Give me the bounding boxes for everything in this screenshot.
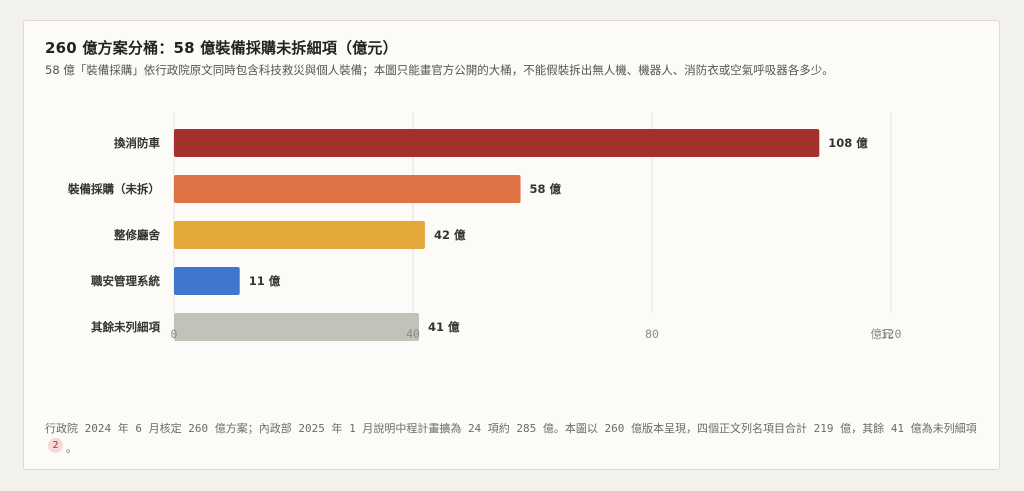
data-label: 58 億 (530, 182, 562, 196)
x-tick-label: 80 (645, 327, 659, 341)
data-label: 41 億 (428, 320, 460, 334)
x-tick-label: 120 (881, 327, 902, 341)
category-label: 職安管理系統 (91, 274, 160, 288)
data-label: 11 億 (249, 274, 281, 288)
bar[interactable] (174, 313, 419, 341)
chart-title: 260 億方案分桶：58 億裝備採購未拆細項（億元） (45, 39, 398, 57)
x-axis-unit: 億元 (871, 327, 894, 341)
footnote-ref-badge[interactable]: 2 (48, 438, 63, 453)
bar[interactable] (174, 129, 820, 157)
category-label: 換消防車 (114, 136, 160, 150)
x-tick-label: 40 (406, 327, 420, 341)
footnote-tail: 。 (66, 442, 77, 455)
chart-card: 260 億方案分桶：58 億裝備採購未拆細項（億元） 58 億「裝備採購」依行政… (23, 20, 1000, 470)
data-label: 42 億 (434, 228, 466, 242)
footnote: 行政院 2024 年 6 月核定 260 億方案；內政部 2025 年 1 月說… (45, 419, 980, 458)
bar[interactable] (174, 267, 240, 295)
chart-subtitle: 58 億「裝備採購」依行政院原文同時包含科技救災與個人裝備；本圖只能畫官方公開的… (45, 63, 834, 77)
bar[interactable] (174, 221, 425, 249)
footnote-text: 行政院 2024 年 6 月核定 260 億方案；內政部 2025 年 1 月說… (45, 422, 977, 435)
category-label: 整修廳舍 (113, 228, 160, 242)
category-label: 裝備採購（未拆） (67, 182, 160, 196)
bar[interactable] (174, 175, 521, 203)
category-label: 其餘未列細項 (91, 320, 160, 334)
x-tick-label: 0 (171, 327, 178, 341)
data-label: 108 億 (828, 136, 868, 150)
